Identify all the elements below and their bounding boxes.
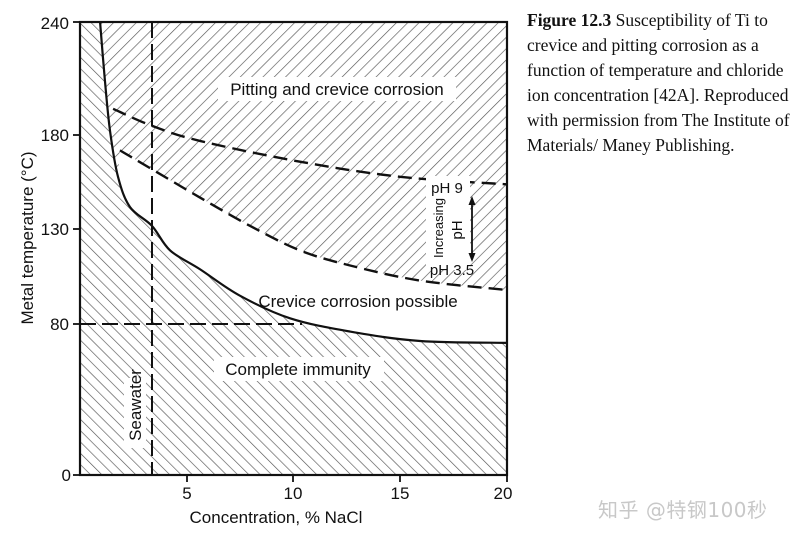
y-tick-240: 240 xyxy=(41,14,69,33)
increasing-ph-arrow-icon xyxy=(468,196,476,262)
x-tick-10: 10 xyxy=(284,484,303,503)
seawater-label: Seawater xyxy=(126,369,145,441)
y-axis-label: Metal temperature (°C) xyxy=(18,151,37,324)
region-immunity-hatch xyxy=(80,22,507,475)
y-tick-80: 80 xyxy=(50,315,69,334)
immunity-boundary-curve xyxy=(98,21,508,344)
ph-arrow-label: pH xyxy=(449,220,466,239)
ph-high-label: pH 9 xyxy=(431,180,463,197)
figure-caption-text: Susceptibility of Ti to crevice and pitt… xyxy=(527,10,790,155)
figure-label: Figure 12.3 xyxy=(527,10,612,30)
x-axis-label: Concentration, % NaCl xyxy=(190,508,363,527)
region-label-pitting: Pitting and crevice corrosion xyxy=(230,80,444,99)
x-axis-ticks xyxy=(186,475,508,482)
y-tick-130: 130 xyxy=(41,220,69,239)
x-tick-20: 20 xyxy=(494,484,513,503)
region-label-immunity: Complete immunity xyxy=(225,360,371,379)
y-tick-0: 0 xyxy=(62,466,71,485)
x-tick-15: 15 xyxy=(391,484,410,503)
figure-caption: Figure 12.3 Susceptibility of Ti to crev… xyxy=(527,8,807,158)
ph35-dashed-curve xyxy=(119,149,508,292)
watermark: 知乎 @特钢100秒 xyxy=(598,498,768,522)
region-label-crevice: Crevice corrosion possible xyxy=(258,292,457,311)
y-tick-180: 180 xyxy=(41,126,69,145)
ph-low-label: pH 3.5 xyxy=(430,262,474,279)
x-tick-5: 5 xyxy=(182,484,191,503)
y-axis-ticks xyxy=(73,21,80,476)
increasing-label: Increasing xyxy=(431,198,446,258)
